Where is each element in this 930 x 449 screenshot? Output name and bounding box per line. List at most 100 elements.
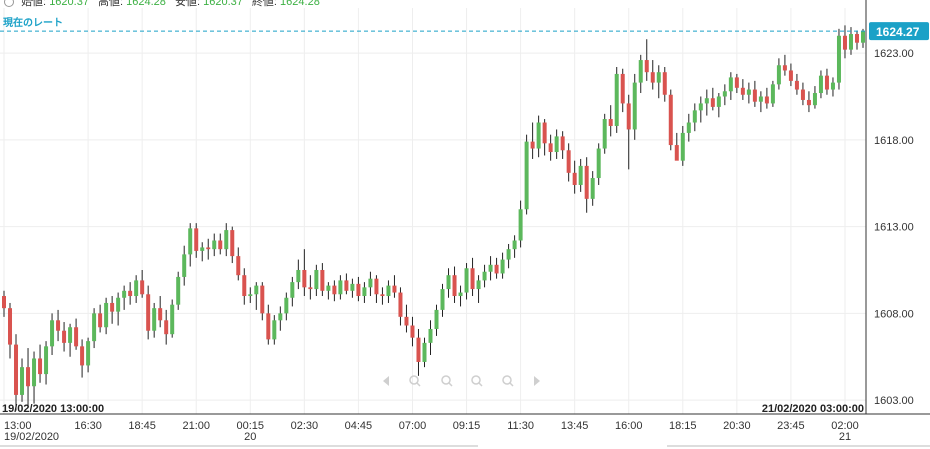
candle-body[interactable] [284,297,289,314]
candle-body[interactable] [80,346,85,366]
candle-body[interactable] [464,268,469,293]
candle-body[interactable] [734,77,739,88]
candle-body[interactable] [98,313,103,328]
candle-body[interactable] [770,84,775,104]
candle-body[interactable] [338,280,343,295]
candle-body[interactable] [758,96,763,102]
candle-body[interactable] [638,60,643,83]
candle-body[interactable] [608,119,613,126]
candle-body[interactable] [512,240,517,250]
candle-body[interactable] [542,122,547,144]
candle-body[interactable] [566,150,571,173]
candle-body[interactable] [434,309,439,329]
candle-body[interactable] [224,230,229,250]
candle-body[interactable] [848,34,853,50]
candle-body[interactable] [632,82,637,130]
candle-body[interactable] [218,240,223,250]
candle-body[interactable] [362,287,367,297]
candle-body[interactable] [494,264,499,274]
candle-body[interactable] [446,275,451,290]
candle-body[interactable] [206,247,211,250]
candle-body[interactable] [26,367,31,387]
candle-body[interactable] [842,35,847,50]
candle-body[interactable] [662,72,667,95]
candle-body[interactable] [584,165,589,199]
candle-body[interactable] [248,294,253,297]
candle-body[interactable] [20,367,25,395]
candle-body[interactable] [482,271,487,281]
candle-body[interactable] [782,65,787,71]
zoom-reset-icon[interactable] [471,375,483,387]
candle-body[interactable] [152,308,157,331]
candle-body[interactable] [620,73,625,104]
candle-body[interactable] [92,313,97,342]
candle-body[interactable] [476,280,481,290]
candle-body[interactable] [146,294,151,331]
candle-body[interactable] [296,269,301,283]
candle-body[interactable] [290,282,295,298]
candle-body[interactable] [140,280,145,295]
zoom-in-icon[interactable] [409,375,421,387]
candle-body[interactable] [326,285,331,291]
candle-body[interactable] [200,247,205,251]
refresh-icon[interactable] [502,375,514,387]
candle-body[interactable] [398,292,403,317]
candle-body[interactable] [320,269,325,291]
candle-body[interactable] [488,264,493,272]
candle-body[interactable] [278,313,283,321]
candle-body[interactable] [560,136,565,151]
candle-body[interactable] [8,308,13,345]
candle-body[interactable] [554,136,559,153]
candle-body[interactable] [656,72,661,83]
candle-body[interactable] [794,80,799,90]
candle-body[interactable] [764,96,769,104]
candle-body[interactable] [236,256,241,276]
candle-body[interactable] [806,99,811,106]
candle-body[interactable] [62,330,67,343]
candle-body[interactable] [32,358,37,387]
candle-body[interactable] [308,287,313,290]
candle-body[interactable] [176,276,181,305]
candle-body[interactable] [614,73,619,126]
candle-body[interactable] [254,285,259,295]
candle-body[interactable] [440,289,445,310]
candle-body[interactable] [68,327,73,343]
candle-body[interactable] [86,341,91,366]
candle-body[interactable] [428,328,433,343]
candle-body[interactable] [260,285,265,314]
candle-body[interactable] [518,209,523,241]
candle-body[interactable] [44,346,49,375]
candle-body[interactable] [212,240,217,250]
candle-body[interactable] [122,290,127,298]
candle-body[interactable] [572,172,577,185]
candle-body[interactable] [56,320,61,331]
candle-body[interactable] [626,103,631,130]
candle-body[interactable] [458,292,463,297]
candle-body[interactable] [164,320,169,335]
candle-body[interactable] [230,230,235,257]
candle-body[interactable] [578,165,583,185]
candle-body[interactable] [158,308,163,321]
candle-body[interactable] [182,254,187,277]
candle-body[interactable] [410,325,415,338]
candle-body[interactable] [650,72,655,83]
candle-body[interactable] [836,35,841,83]
candle-body[interactable] [686,122,691,133]
candle-body[interactable] [302,269,307,288]
candle-body[interactable] [530,141,535,149]
candle-body[interactable] [416,337,421,362]
candle-body[interactable] [548,143,553,153]
candle-body[interactable] [272,320,277,340]
candle-body[interactable] [680,132,685,161]
candle-body[interactable] [524,141,529,210]
candle-body[interactable] [470,268,475,290]
candle-body[interactable] [722,91,727,97]
candle-body[interactable] [674,145,679,161]
candle-body[interactable] [2,296,6,309]
candle-body[interactable] [332,285,337,295]
candle-body[interactable] [710,98,715,107]
candle-body[interactable] [590,178,595,199]
candle-body[interactable] [356,283,361,297]
candle-body[interactable] [242,275,247,297]
candle-body[interactable] [692,110,697,123]
